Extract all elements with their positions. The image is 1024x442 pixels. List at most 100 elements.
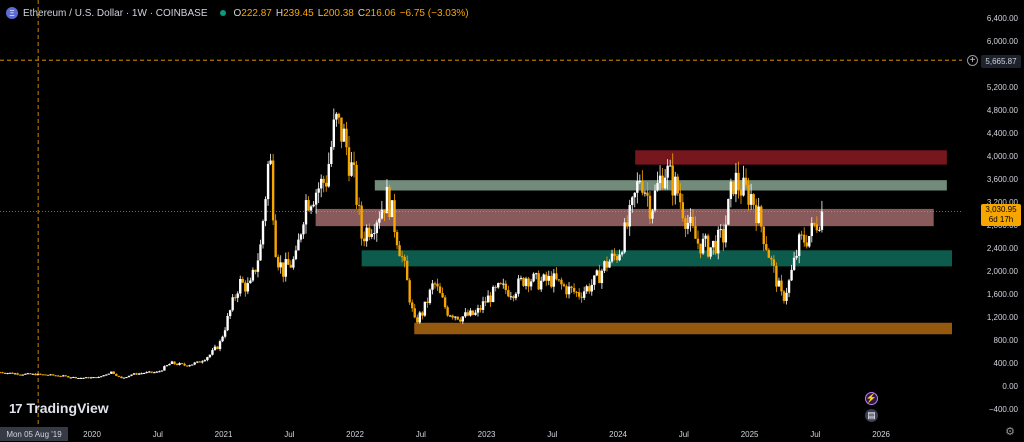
candle-body (150, 371, 153, 373)
high-key: H (275, 7, 284, 19)
candle-body (155, 371, 158, 373)
candle-body (393, 200, 396, 233)
tradingview-logo[interactable]: 17 TradingView (9, 400, 109, 416)
candle-body (261, 221, 265, 245)
candle-body (676, 176, 679, 194)
candle-body (608, 261, 611, 268)
candle-body (428, 289, 432, 304)
candle-body (342, 128, 346, 142)
time-tick-label: Jul (153, 430, 163, 439)
candle-body (287, 259, 290, 265)
candle-body (256, 260, 260, 272)
candle-body (34, 373, 37, 376)
candle-body (605, 261, 609, 268)
candle-body (615, 255, 619, 261)
candle-body (742, 177, 745, 196)
candle-body (451, 315, 454, 318)
time-tick-label: Jul (284, 430, 294, 439)
candle-body (651, 210, 654, 219)
price-tick-label: 1,600.00 (987, 290, 1019, 299)
symbol-legend: Ξ Ethereum / U.S. Dollar · 1W · COINBASE… (6, 5, 469, 21)
candle-body (464, 312, 467, 317)
gear-icon[interactable]: ⚙ (1005, 426, 1015, 438)
candle-body (732, 181, 735, 195)
price-tick-label: −400.00 (989, 405, 1019, 414)
candle-body (56, 375, 60, 377)
candle-body (188, 365, 191, 367)
high-value: 239.45 (283, 7, 314, 19)
candle-body (249, 280, 252, 284)
candle-body (163, 366, 166, 371)
candle-body (737, 172, 740, 190)
add-alert-plus-icon[interactable]: + (967, 55, 978, 66)
candle-body (795, 255, 798, 258)
candle-body (254, 269, 257, 272)
candle-body (689, 216, 692, 223)
candle-body (24, 373, 27, 375)
candle-body (631, 197, 634, 206)
candle-body (800, 234, 803, 236)
candle-body (239, 278, 242, 294)
candle-body (679, 193, 682, 203)
candle-body (314, 192, 318, 205)
market-status-icon[interactable] (219, 10, 226, 16)
candle-body (426, 301, 429, 304)
candle-body (244, 282, 247, 292)
candle-body (540, 280, 543, 290)
candle-body (223, 330, 227, 337)
candle-body (686, 222, 690, 229)
candle-body (575, 291, 578, 293)
symbol-title[interactable]: Ethereum / U.S. Dollar · 1W · COINBASE (23, 7, 208, 19)
candle-body (264, 199, 267, 222)
candle-body (307, 200, 310, 211)
candle-body (497, 283, 500, 288)
zone-sage (374, 180, 947, 191)
candle-body (269, 160, 272, 164)
candle-body (226, 316, 229, 331)
candle-body (431, 283, 434, 290)
candle-body (585, 286, 588, 292)
candle-body (529, 281, 533, 287)
candle-body (658, 175, 662, 184)
candle-body (461, 316, 465, 322)
candle-body (82, 377, 85, 379)
candle-body (132, 373, 136, 375)
candle-body (44, 374, 47, 376)
candle-body (274, 220, 277, 257)
tradingview-mark-icon: 17 (9, 400, 23, 416)
candle-body (734, 172, 738, 195)
candle-body (522, 277, 525, 286)
candle-body (808, 236, 811, 247)
candle-body (8, 372, 12, 374)
us-flag-icon[interactable]: ▤ (865, 409, 878, 422)
candle-body (46, 374, 50, 376)
candle-body (173, 361, 176, 365)
candle-body (355, 164, 358, 205)
candle-body (112, 371, 116, 374)
candle-body (671, 165, 674, 196)
lightning-icon[interactable]: ⚡ (865, 392, 878, 405)
candle-body (701, 238, 705, 254)
candle-body (213, 346, 217, 351)
candle-body (312, 204, 315, 207)
candle-body (350, 162, 353, 176)
candle-body (13, 373, 17, 375)
candle-body (330, 146, 333, 164)
candle-body (820, 211, 824, 230)
candle-body (691, 216, 695, 226)
candle-body (775, 265, 778, 287)
candle-body (593, 275, 596, 285)
time-tick-label: 2025 (741, 430, 759, 439)
candle-body (747, 184, 750, 205)
candle-body (1, 372, 4, 374)
candle-body (368, 227, 371, 237)
candle-body (201, 361, 204, 363)
candle-body (674, 176, 677, 196)
candle-body (233, 297, 237, 299)
candle-body (137, 373, 141, 375)
price-tick-label: 2,000.00 (987, 267, 1019, 276)
candle-body (772, 259, 776, 266)
candle-body (595, 270, 599, 276)
